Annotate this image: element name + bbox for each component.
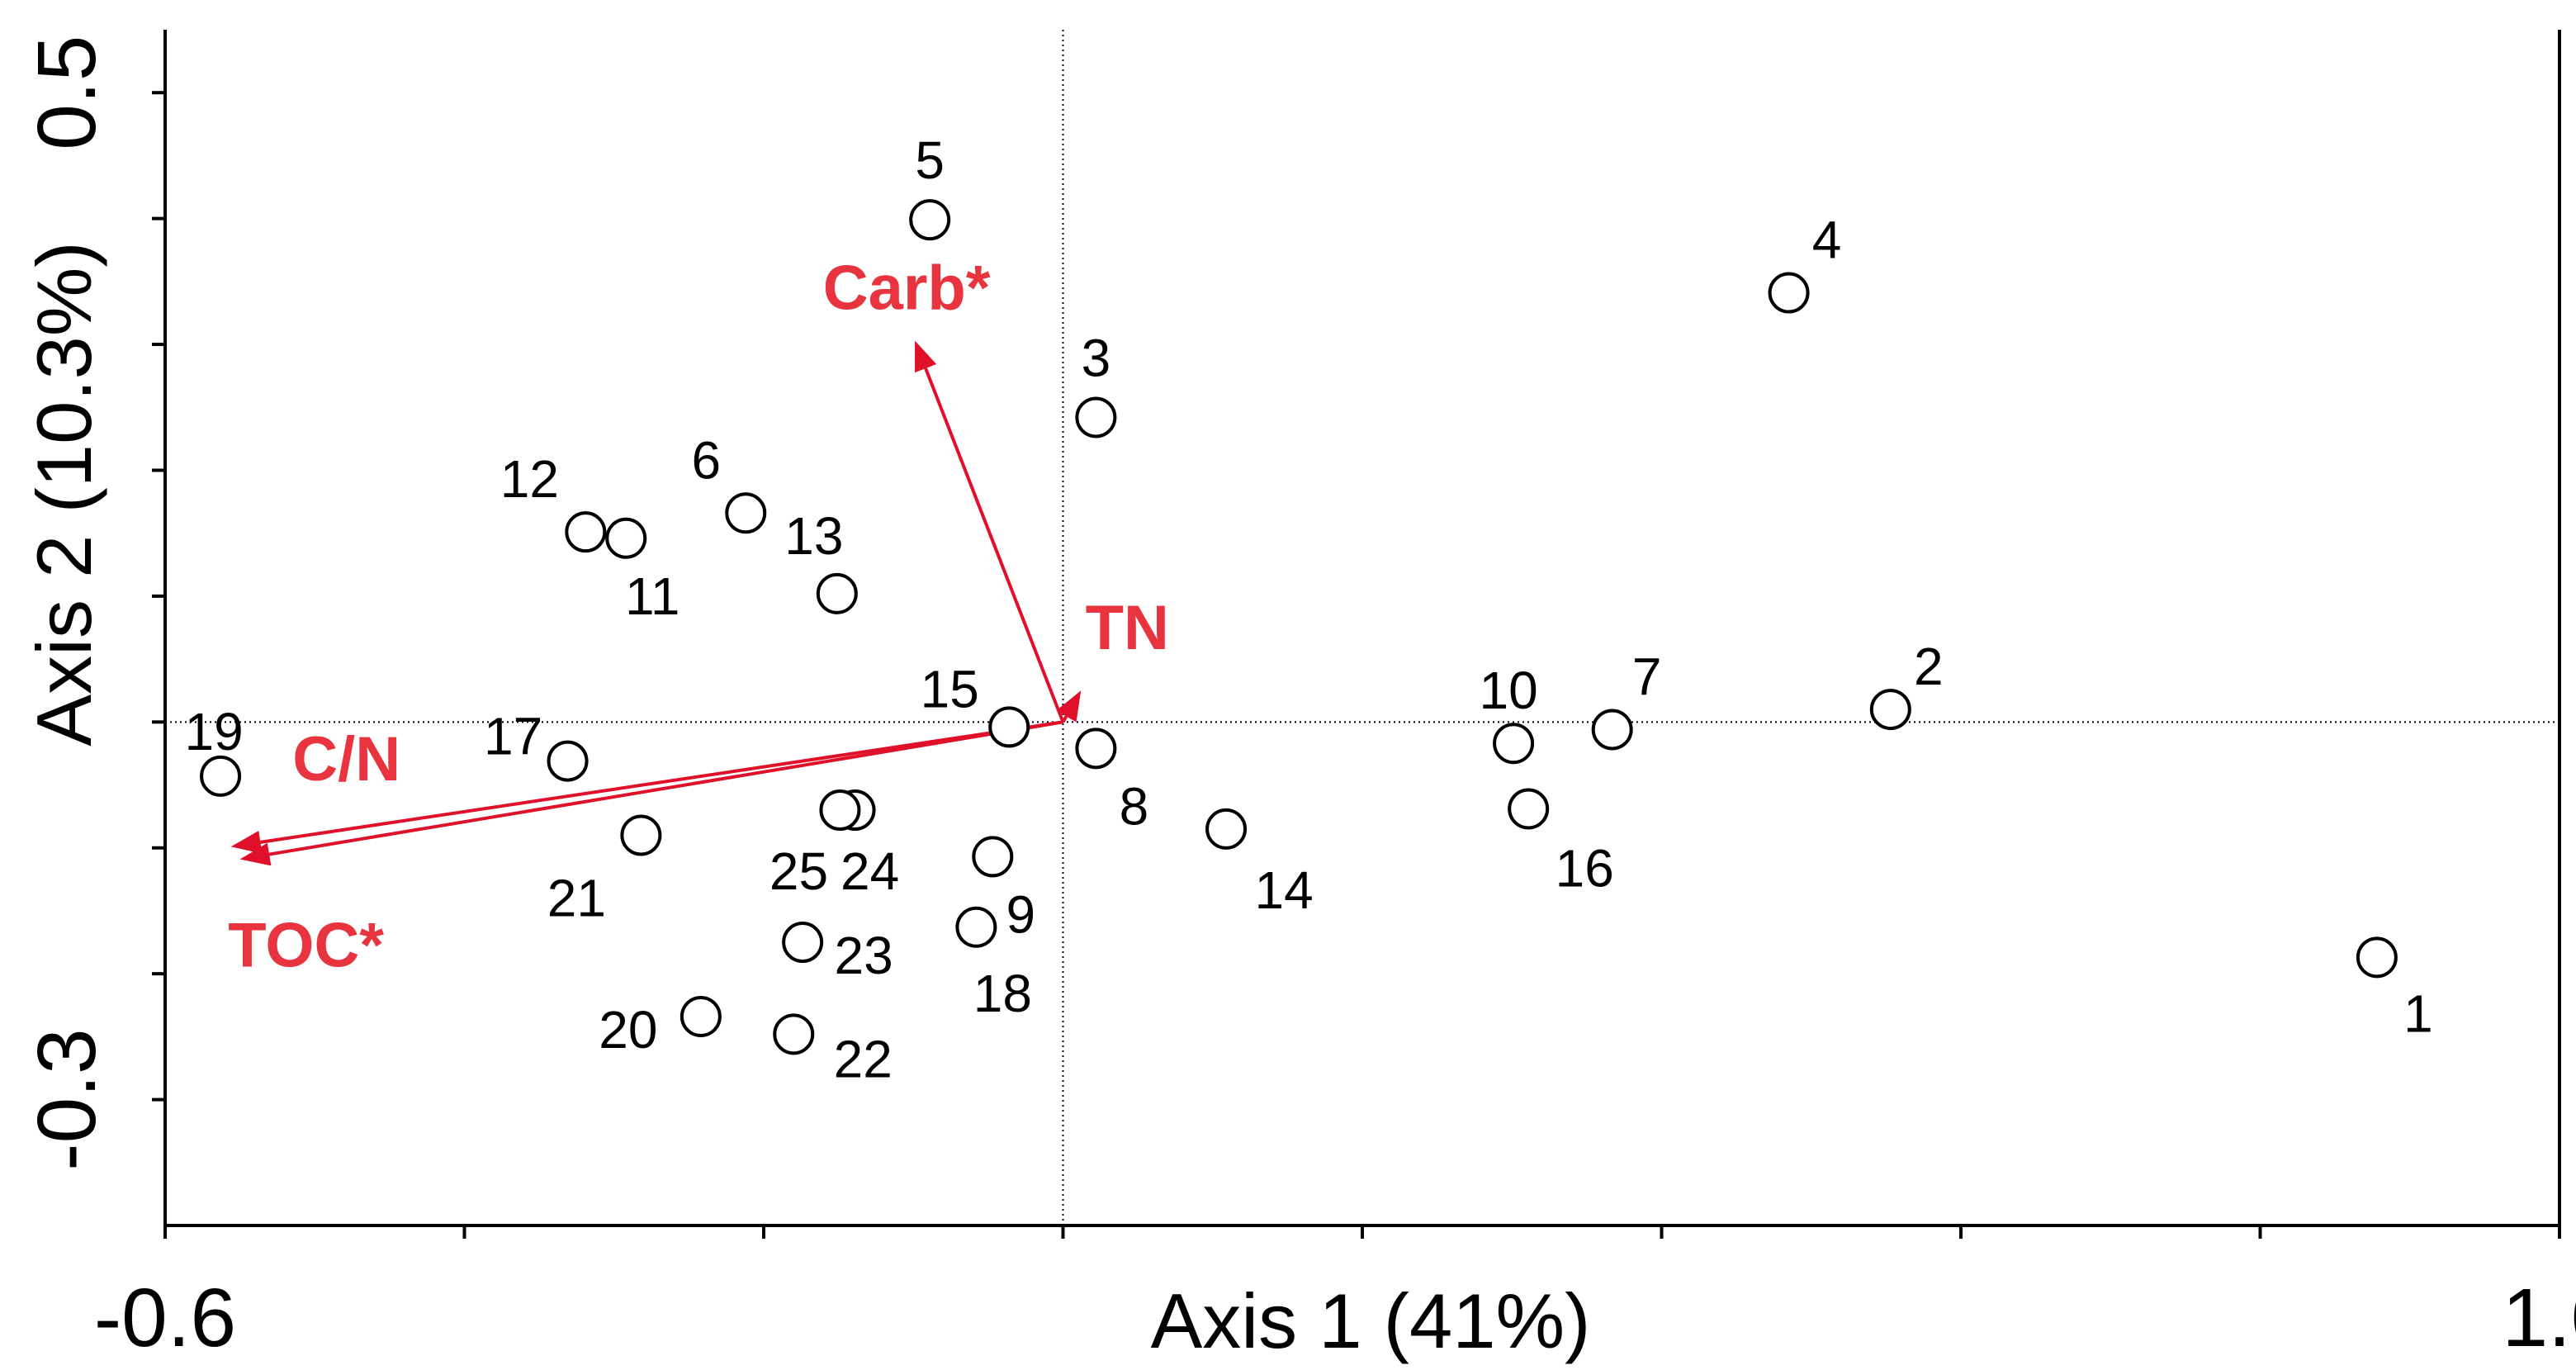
sample-label-23: 23 [835,926,893,985]
sample-point-16 [1508,788,1550,830]
sample-label-22: 22 [834,1029,893,1088]
sample-label-14: 14 [1254,860,1313,920]
y-axis-label: Axis 2 (10.3%) [21,241,107,746]
y-tick-label-1: -0.3 [21,1028,113,1170]
sample-label-11: 11 [625,566,680,626]
sample-point-19 [200,755,242,797]
sample-point-21 [620,814,662,856]
sample-label-17: 17 [484,707,542,766]
sample-points: 1234567891011121314151617181920212223242… [184,130,2432,1088]
sample-label-15: 15 [921,659,979,718]
sample-label-25: 25 [769,841,828,901]
sample-label-9: 9 [1006,884,1036,944]
sample-point-23 [782,922,824,964]
sample-label-10: 10 [1479,661,1537,720]
sample-point-1 [2356,936,2398,979]
vector-arrowhead-1 [1056,690,1082,723]
tick-labels: -0.6 1.0 0.5 -0.3 [21,36,2576,1364]
zero-lines [165,30,2559,1225]
sample-label-21: 21 [547,868,606,927]
sample-point-2 [1869,689,1911,731]
vector-arrowhead-2 [230,831,263,854]
x-tick-label-0: -0.6 [94,1272,236,1364]
sample-label-2: 2 [1914,637,1944,696]
sample-point-10 [1493,723,1535,765]
sample-label-13: 13 [784,506,843,566]
sample-point-18 [955,906,997,948]
sample-point-6 [725,492,767,534]
sample-label-8: 8 [1120,776,1149,836]
sample-label-24: 24 [841,841,899,901]
vector-label-1: TN [1086,593,1169,663]
environmental-vectors: Carb* TN C/N TOC* [228,253,1169,980]
sample-point-20 [680,995,722,1037]
plot-frame [163,30,2561,1227]
vector-label-2: C/N [292,724,400,794]
sample-point-22 [773,1013,815,1055]
vector-1 [1061,715,1068,723]
sample-point-12 [565,511,607,553]
sample-label-16: 16 [1556,838,1614,898]
sample-label-6: 6 [691,430,721,490]
sample-point-4 [1768,272,1810,314]
vector-label-0: Carb* [823,253,991,323]
sample-label-7: 7 [1632,647,1662,706]
vector-0 [924,367,1065,723]
vector-label-3: TOC* [228,910,384,980]
sample-label-1: 1 [2403,984,2433,1043]
sample-point-5 [909,199,951,241]
sample-point-17 [547,740,589,782]
vector-arrowhead-3 [239,842,272,866]
sample-label-20: 20 [599,1000,657,1059]
y-tick-label-0: 0.5 [21,36,113,150]
sample-point-9 [972,836,1014,878]
sample-point-8 [1075,728,1117,770]
axis-ticks [152,91,2561,1239]
sample-point-13 [816,572,858,614]
sample-point-3 [1075,396,1117,438]
sample-label-18: 18 [973,964,1032,1023]
vector-arrowhead-0 [915,340,937,373]
sample-point-11 [605,517,647,559]
sample-label-19: 19 [184,702,243,761]
sample-point-15 [988,706,1030,748]
sample-point-14 [1205,808,1248,850]
x-axis-label: Axis 1 (41%) [1151,1278,1591,1364]
sample-point-7 [1591,709,1633,751]
vector-3 [268,720,1063,856]
x-tick-label-1: 1.0 [2502,1272,2576,1364]
sample-label-5: 5 [915,130,945,190]
sample-label-3: 3 [1082,328,1111,387]
vector-2 [260,720,1063,844]
sample-label-12: 12 [500,449,559,509]
sample-label-4: 4 [1812,211,1842,270]
sample-point-25 [819,789,861,832]
